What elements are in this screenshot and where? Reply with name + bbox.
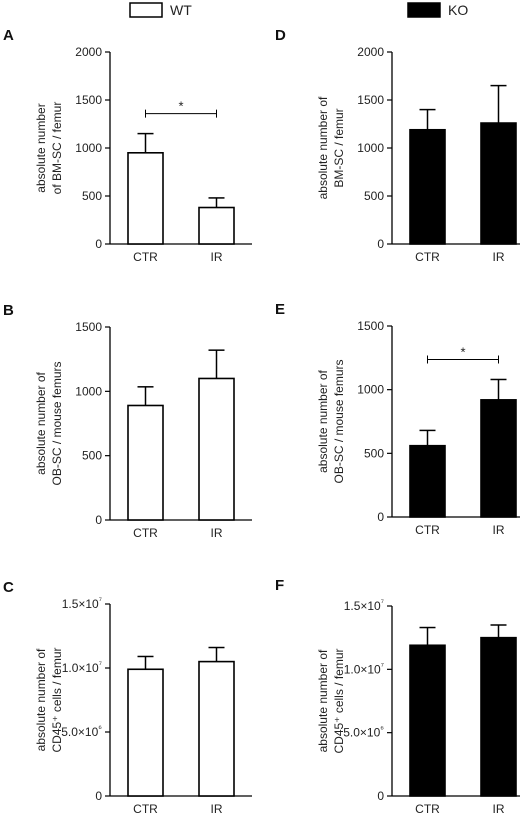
y-axis-label: absolute number of — [316, 649, 330, 752]
y-tick-label: 500 — [364, 189, 384, 203]
y-axis-label: CD45⁺ cells / femur — [50, 647, 64, 752]
legend-swatch-ko — [407, 2, 441, 18]
y-tick-label: 0 — [377, 237, 384, 251]
y-axis-label: absolute number of — [34, 371, 48, 474]
y-axis-label: OB-SC / mouse femurs — [332, 359, 346, 483]
bar-ir — [480, 399, 517, 518]
category-label: CTR — [415, 250, 440, 264]
y-tick-label: 1500 — [357, 319, 384, 333]
y-axis-label: OB-SC / mouse femurs — [50, 361, 64, 485]
y-tick-label: 2000 — [75, 45, 102, 59]
category-label: IR — [493, 523, 505, 537]
y-tick-label: 1.5×10⁷ — [344, 597, 384, 613]
category-label: CTR — [133, 526, 158, 540]
y-tick-label: 2000 — [357, 45, 384, 59]
y-tick-label: 1.0×10⁷ — [344, 660, 384, 676]
y-tick-label: 1500 — [75, 93, 102, 107]
significance-star: * — [460, 344, 465, 359]
bar-ir — [198, 377, 235, 521]
bar-ctr — [127, 404, 164, 521]
category-label: CTR — [415, 802, 440, 815]
y-axis-label: absolute number of — [316, 96, 330, 199]
bar-ir — [198, 660, 235, 797]
bar-ctr — [127, 668, 164, 797]
category-label: IR — [211, 250, 223, 264]
y-axis-label: CD45⁺ cells / femur — [332, 648, 346, 753]
y-tick-label: 1.5×10⁷ — [62, 595, 102, 611]
category-label: IR — [211, 526, 223, 540]
y-tick-label: 1000 — [357, 141, 384, 155]
bar-ir — [480, 122, 517, 245]
category-label: IR — [493, 250, 505, 264]
bar-ir — [480, 636, 517, 797]
legend: WT KO — [129, 2, 468, 18]
legend-swatch-wt — [129, 2, 163, 18]
y-tick-label: 1500 — [75, 320, 102, 334]
bar-ir — [198, 206, 235, 245]
y-tick-label: 500 — [82, 189, 102, 203]
category-label: CTR — [415, 523, 440, 537]
bar-ctr — [409, 128, 446, 245]
y-tick-label: 0 — [95, 513, 102, 527]
y-tick-label: 1500 — [357, 93, 384, 107]
y-axis-label: absolute number of — [316, 369, 330, 472]
panel-letter: E — [275, 301, 285, 318]
bar-ctr — [409, 644, 446, 797]
category-label: IR — [211, 802, 223, 815]
y-tick-label: 0 — [95, 789, 102, 803]
bar-ctr — [127, 152, 164, 245]
y-axis-label: of BM-SC / femur — [50, 102, 64, 195]
y-tick-label: 0 — [377, 789, 384, 803]
y-tick-label: 1000 — [357, 383, 384, 397]
panel-letter: A — [3, 27, 14, 44]
panel-letter: B — [3, 302, 14, 319]
y-tick-label: 5.0×10⁶ — [61, 723, 102, 739]
y-tick-label: 1.0×10⁷ — [62, 659, 102, 675]
y-tick-label: 0 — [377, 510, 384, 524]
category-label: CTR — [133, 802, 158, 815]
legend-label-wt: WT — [170, 2, 192, 18]
bar-ctr — [409, 444, 446, 518]
y-tick-label: 0 — [95, 237, 102, 251]
y-axis-label: BM-SC / femur — [332, 108, 346, 187]
panel-letter: D — [275, 27, 286, 44]
y-tick-label: 500 — [364, 446, 384, 460]
y-tick-label: 1000 — [75, 141, 102, 155]
category-label: IR — [493, 802, 505, 815]
panel-letter: F — [275, 577, 284, 594]
y-tick-label: 500 — [82, 449, 102, 463]
y-axis-label: absolute number — [34, 103, 48, 192]
legend-label-ko: KO — [448, 2, 468, 18]
y-axis-label: absolute number of — [34, 648, 48, 751]
significance-star: * — [178, 99, 183, 114]
category-label: CTR — [133, 250, 158, 264]
panel-letter: C — [3, 579, 14, 596]
y-tick-label: 1000 — [75, 384, 102, 398]
y-tick-label: 5.0×10⁶ — [343, 724, 384, 740]
